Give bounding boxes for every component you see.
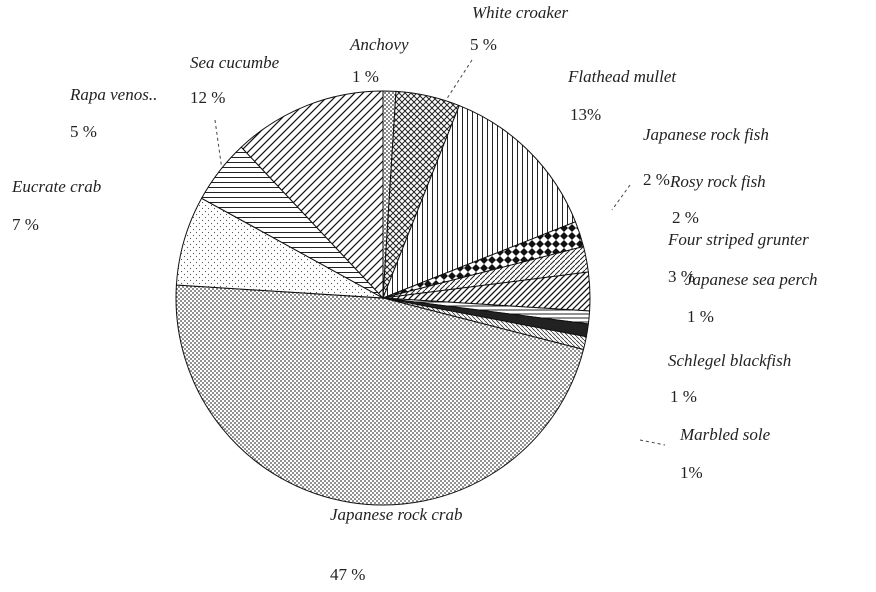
slice-label: Japanese sea perch bbox=[685, 270, 818, 289]
slice-value-label: 5 % bbox=[70, 122, 97, 141]
slice-label: Eucrate crab bbox=[11, 177, 101, 196]
slice-value-label: 12 % bbox=[190, 88, 225, 107]
slice-value-label: 2 % bbox=[643, 170, 670, 189]
slice-label: Schlegel blackfish bbox=[668, 351, 791, 370]
slice-value-label: 1 % bbox=[352, 67, 379, 86]
slice-label: Rosy rock fish bbox=[669, 172, 766, 191]
slice-value-label: 3 % bbox=[668, 267, 695, 286]
slice-value-label: 1% bbox=[680, 463, 703, 482]
slice-label: Flathead mullet bbox=[567, 67, 677, 86]
slice-label: Four striped grunter bbox=[667, 230, 809, 249]
pie-slice bbox=[382, 104, 577, 299]
slice-label: Anchovy bbox=[349, 35, 409, 54]
slice-label: White croaker bbox=[472, 3, 569, 22]
slice-label: Marbled sole bbox=[679, 425, 771, 444]
slice-value-label: 1 % bbox=[670, 387, 697, 406]
slice-value-label: 2 % bbox=[672, 208, 699, 227]
slice-label: Japanese rock crab bbox=[330, 505, 463, 524]
slice-value-label: 7 % bbox=[12, 215, 39, 234]
slice-value-label: 47 % bbox=[330, 565, 365, 584]
slice-label: Japanese rock fish bbox=[643, 125, 769, 144]
pie-slice bbox=[240, 90, 384, 300]
slice-label: Sea cucumbe bbox=[190, 53, 280, 72]
slice-label: Rapa venos.. bbox=[69, 85, 157, 104]
pie-slice bbox=[175, 284, 585, 506]
slice-value-label: 1 % bbox=[687, 307, 714, 326]
slice-value-label: 13% bbox=[570, 105, 601, 124]
slice-value-label: 5 % bbox=[470, 35, 497, 54]
